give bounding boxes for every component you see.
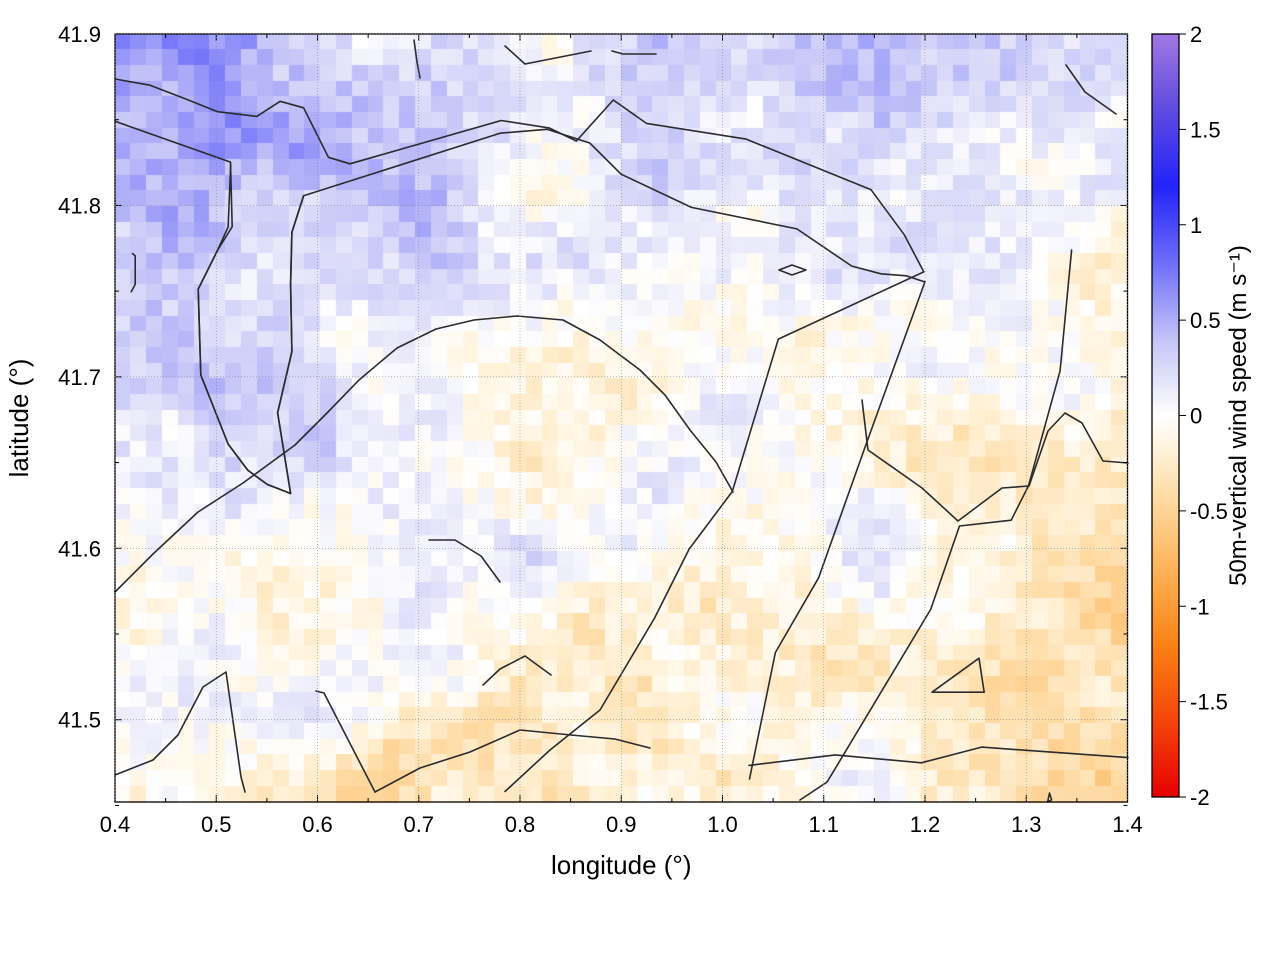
svg-text:-2: -2 — [1190, 785, 1210, 810]
svg-text:2: 2 — [1190, 22, 1202, 47]
svg-text:longitude (°): longitude (°) — [551, 850, 691, 880]
svg-text:latitude (°): latitude (°) — [4, 359, 34, 478]
svg-text:41.9: 41.9 — [58, 22, 101, 47]
svg-text:0.4: 0.4 — [100, 812, 131, 837]
svg-text:41.8: 41.8 — [58, 193, 101, 218]
svg-text:0.7: 0.7 — [403, 812, 434, 837]
svg-text:0.5: 0.5 — [1190, 308, 1221, 333]
svg-text:50m-vertical wind speed (m s⁻¹: 50m-vertical wind speed (m s⁻¹) — [1225, 245, 1252, 586]
svg-text:41.7: 41.7 — [58, 365, 101, 390]
svg-text:1: 1 — [1190, 213, 1202, 238]
svg-text:-0.5: -0.5 — [1190, 499, 1228, 524]
svg-text:1.5: 1.5 — [1190, 117, 1221, 142]
svg-text:1.0: 1.0 — [707, 812, 738, 837]
svg-text:41.5: 41.5 — [58, 708, 101, 733]
svg-text:0.9: 0.9 — [606, 812, 637, 837]
svg-text:0.8: 0.8 — [505, 812, 536, 837]
svg-text:0.6: 0.6 — [302, 812, 333, 837]
svg-text:-1.5: -1.5 — [1190, 690, 1228, 715]
svg-text:0: 0 — [1190, 404, 1202, 429]
svg-text:1.4: 1.4 — [1112, 812, 1143, 837]
svg-text:0.5: 0.5 — [201, 812, 232, 837]
svg-text:41.6: 41.6 — [58, 536, 101, 561]
svg-text:1.2: 1.2 — [910, 812, 941, 837]
svg-text:-1: -1 — [1190, 594, 1210, 619]
svg-text:1.1: 1.1 — [808, 812, 839, 837]
svg-text:1.3: 1.3 — [1011, 812, 1042, 837]
